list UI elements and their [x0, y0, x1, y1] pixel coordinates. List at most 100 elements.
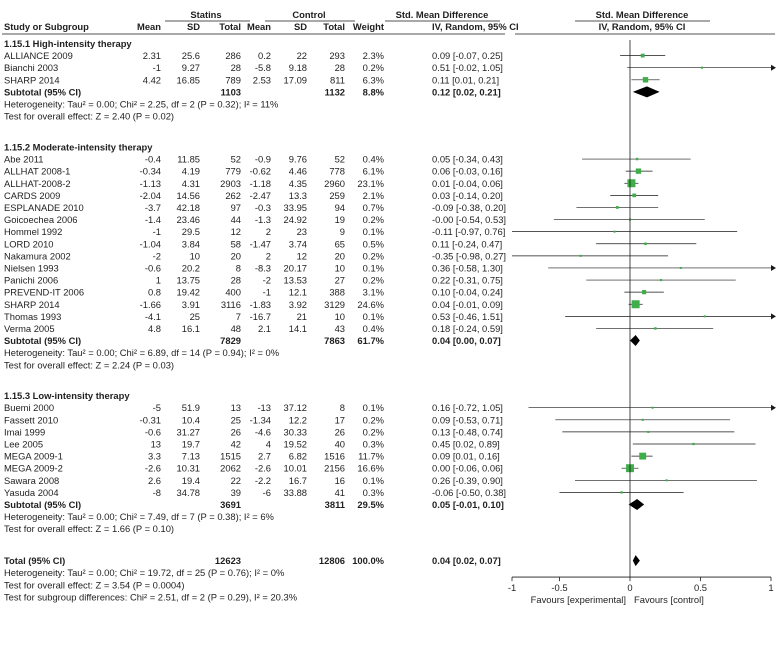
subgroup-2-study-6-control-sd: 24.92 [284, 214, 307, 225]
subgroup-3-study-6-statins-sd: 10.31 [177, 463, 200, 474]
header-weight: Weight [353, 21, 384, 32]
header-effect-method: IV, Random, 95% CI [432, 21, 519, 32]
subgroup-3-subtotal-label: Subtotal (95% CI) [4, 499, 81, 510]
subgroup-2-study-14-name: Thomas 1993 [4, 311, 61, 322]
subgroup-2-study-9-control-total: 20 [335, 250, 345, 261]
subgroup-1-study-2-control-total: 28 [335, 62, 345, 73]
subgroup-2-study-3-ci-text: 0.01 [-0.04, 0.06] [432, 178, 503, 189]
subgroup-2-study-1-marker [635, 157, 639, 161]
subgroup-2-study-13-marker [631, 300, 640, 309]
subgroup-1-study-1-name: ALLIANCE 2009 [4, 50, 73, 61]
subgroup-3-study-3-marker [647, 430, 650, 433]
subgroup-2-study-2-weight: 6.1% [363, 166, 384, 177]
subgroup-3-study-7-marker [665, 479, 668, 482]
subgroup-2-study-14-statins-total: 7 [236, 311, 241, 322]
subgroup-2-study-10-statins-total: 8 [236, 262, 241, 273]
subgroup-2-study-1-statins-sd: 11.85 [177, 154, 200, 165]
subgroup-2-study-12-statins-total: 400 [225, 287, 241, 298]
subgroup-2-study-8-name: LORD 2010 [4, 238, 54, 249]
subgroup-3-subtotal-ci-text: 0.05 [-0.01, 0.10] [432, 499, 504, 510]
subgroup-2-study-4-ci-text: 0.03 [-0.14, 0.20] [432, 190, 503, 201]
subgroup-3-study-2-name: Fassett 2010 [4, 414, 58, 425]
subgroup-3-study-3-control-mean: -4.6 [255, 426, 271, 437]
subgroup-3-study-4-control-sd: 19.52 [284, 439, 307, 450]
subgroup-1-heterogeneity: Heterogeneity: Tau² = 0.00; Chi² = 2.25,… [4, 99, 278, 110]
subgroup-2-study-2-control-mean: -0.62 [250, 166, 271, 177]
subgroup-2-study-9-statins-total: 20 [231, 250, 241, 261]
subgroup-3-study-8-statins-sd: 34.78 [177, 487, 200, 498]
subgroup-2-study-2-ci-text: 0.06 [-0.03, 0.16] [432, 166, 503, 177]
subgroup-2-study-7-marker [613, 230, 616, 233]
subgroup-1-study-2-control-mean: -5.8 [255, 62, 271, 73]
subgroup-3-study-3-statins-total: 26 [231, 426, 241, 437]
subgroup-2-study-5-control-mean: -0.3 [255, 202, 271, 213]
subgroup-3-study-2-control-total: 17 [335, 414, 345, 425]
subgroup-2-study-6-weight: 0.2% [363, 214, 384, 225]
subgroup-3-study-3-control-sd: 30.33 [284, 426, 307, 437]
subgroup-3-study-4-weight: 0.3% [363, 439, 384, 450]
subgroup-3-study-6-ci-text: 0.00 [-0.06, 0.06] [432, 463, 503, 474]
subgroup-2-subtotal-label: Subtotal (95% CI) [4, 335, 81, 346]
subgroup-2-study-1-control-total: 52 [335, 154, 345, 165]
total-control-total: 12806 [319, 555, 345, 566]
subgroup-3-study-3-weight: 0.2% [363, 426, 384, 437]
subgroup-3-heterogeneity: Heterogeneity: Tau² = 0.00; Chi² = 7.49,… [4, 511, 274, 522]
subgroup-1-subtotal-label: Subtotal (95% CI) [4, 86, 81, 97]
subgroup-2-subtotal-weight: 61.7% [357, 335, 384, 346]
subgroup-1-study-3-marker [642, 77, 649, 83]
subgroup-2-study-14-statins-sd: 25 [190, 311, 200, 322]
subgroup-1-study-2-name: Bianchi 2003 [4, 62, 58, 73]
subgroup-2-study-10-weight: 0.1% [363, 262, 384, 273]
subgroup-3-subtotal-diamond [628, 499, 645, 511]
x-tick-label-3: 0 [627, 582, 632, 593]
subgroup-3-subtotal-statins-total: 3691 [220, 499, 241, 510]
subgroup-2-study-15-ci-text: 0.18 [-0.24, 0.59] [432, 323, 503, 334]
subgroup-3-study-8-name: Yasuda 2004 [4, 487, 59, 498]
subgroup-3-study-5-control-sd: 6.82 [289, 451, 307, 462]
subgroup-2-study-3-statins-sd: 4.31 [182, 178, 200, 189]
subgroup-1-study-3-control-sd: 17.09 [284, 74, 307, 85]
subgroup-3-study-5-control-total: 1516 [324, 451, 345, 462]
subgroup-2-study-8-statins-sd: 3.84 [182, 238, 200, 249]
header-control-mean: Mean [247, 21, 271, 32]
subgroup-1-study-2-statins-mean: -1 [153, 62, 161, 73]
subgroup-3-study-3-statins-sd: 31.27 [177, 426, 200, 437]
subgroup-1-study-1-statins-total: 286 [225, 50, 241, 61]
subgroup-2-study-11-statins-total: 28 [231, 275, 241, 286]
subgroup-3-study-5-control-mean: 2.7 [258, 451, 271, 462]
subgroup-2-study-4-control-total: 259 [329, 190, 345, 201]
subgroup-3-study-7-control-mean: -2.2 [255, 475, 271, 486]
subgroup-2-study-5-marker [615, 206, 619, 209]
subgroup-2-subtotal-diamond [630, 335, 640, 347]
subgroup-differences: Test for subgroup differences: Chi² = 2.… [4, 591, 297, 602]
subgroup-3-study-2-weight: 0.2% [363, 414, 384, 425]
subgroup-3-study-1-statins-mean: -5 [153, 402, 161, 413]
subgroup-2-study-4-marker [632, 193, 637, 198]
subgroup-3-study-6-control-total: 2156 [324, 463, 345, 474]
header-control-total: Total [323, 21, 345, 32]
subgroup-2-study-14-control-mean: -16.7 [250, 311, 271, 322]
subgroup-2-study-8-control-mean: -1.47 [250, 238, 271, 249]
x-axis-label-left: Favours [experimental] [531, 594, 626, 605]
subgroup-2-study-7-statins-total: 12 [231, 226, 241, 237]
header-plot-method: IV, Random, 95% CI [599, 21, 686, 32]
subgroup-2-study-4-control-mean: -2.47 [250, 190, 271, 201]
subgroup-2-title: 1.15.2 Moderate-intensity therapy [4, 141, 153, 152]
subgroup-2-study-6-control-total: 19 [335, 214, 345, 225]
x-axis-label-right: Favours [control] [634, 594, 704, 605]
header-study: Study or Subgroup [4, 21, 89, 32]
subgroup-2-study-6-name: Goicoechea 2006 [4, 214, 78, 225]
subgroup-2-study-5-statins-total: 97 [231, 202, 241, 213]
subgroup-2-study-12-control-sd: 12.1 [289, 287, 307, 298]
subgroup-2-heterogeneity: Heterogeneity: Tau² = 0.00; Chi² = 6.89,… [4, 347, 279, 358]
subgroup-2-study-15-statins-total: 48 [231, 323, 241, 334]
subgroup-2-study-12-control-total: 388 [329, 287, 345, 298]
subgroup-1-study-1-control-total: 293 [329, 50, 345, 61]
subgroup-3-study-5-name: MEGA 2009-1 [4, 451, 63, 462]
subgroup-2-study-13-control-sd: 3.92 [289, 299, 307, 310]
subgroup-2-study-10-name: Nielsen 1993 [4, 262, 59, 273]
subgroup-3-study-7-statins-total: 22 [231, 475, 241, 486]
total-ci-text: 0.04 [0.02, 0.07] [432, 555, 501, 566]
subgroup-2-study-10-control-mean: -8.3 [255, 262, 271, 273]
x-tick-label-5: 1 [768, 582, 773, 593]
